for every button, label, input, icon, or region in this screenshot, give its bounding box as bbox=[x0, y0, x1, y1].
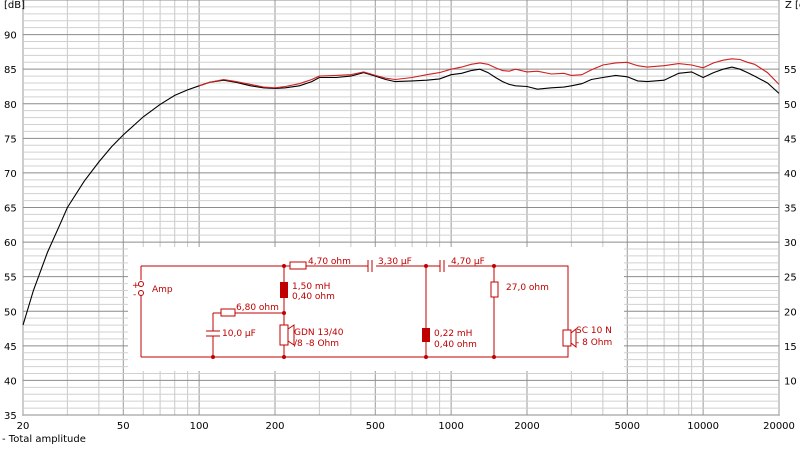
y2-tick-label: 20 bbox=[784, 307, 797, 318]
y-tick-label: 40 bbox=[4, 376, 17, 387]
y2-tick-label: 55 bbox=[784, 65, 797, 76]
label-minus: - bbox=[133, 290, 136, 300]
y-tick-label: 80 bbox=[4, 100, 17, 111]
y-tick-label: 65 bbox=[4, 204, 17, 215]
y-tick-label: 85 bbox=[4, 65, 17, 76]
x-tick-label: 500 bbox=[366, 421, 385, 432]
legend-entry: - Total amplitude bbox=[2, 434, 86, 445]
x-tick-label: 10000 bbox=[687, 421, 719, 432]
y-tick-label: 60 bbox=[4, 238, 17, 249]
y2-tick-label: 40 bbox=[784, 169, 797, 180]
schematic-wires bbox=[140, 260, 577, 358]
y-tick-label: 35 bbox=[4, 411, 17, 422]
y-axis-label-right: Z [o bbox=[785, 0, 800, 11]
legend-label: Total amplitude bbox=[8, 434, 86, 445]
y2-tick-label: 10 bbox=[784, 376, 797, 387]
axes: [dB] Z [o 20 50 100 200 500 1000 2000 5000 10000… bbox=[4, 0, 800, 432]
y-tick-label: 50 bbox=[4, 307, 17, 318]
label-tweeter-model: SC 10 N bbox=[576, 326, 612, 336]
series-group bbox=[22, 58, 780, 326]
label-amp: Amp bbox=[152, 285, 173, 295]
crossover-schematic: + - Amp 4,70 ohm 3,30 µF 4,70 µF 1,50 mH… bbox=[128, 247, 624, 371]
label-r3: 27,0 ohm bbox=[506, 283, 549, 293]
x-tick-label: 5000 bbox=[615, 421, 640, 432]
terminal-minus bbox=[138, 290, 144, 296]
x-tick-label: 2000 bbox=[514, 421, 539, 432]
y-axis-label-left: [dB] bbox=[4, 0, 25, 11]
label-l1-res: 0,40 ohm bbox=[292, 292, 335, 302]
schematic-marks bbox=[211, 264, 496, 359]
y-tick-label: 75 bbox=[4, 134, 17, 145]
y2-tick-label: 25 bbox=[784, 273, 797, 284]
terminal-plus bbox=[138, 281, 144, 287]
label-l1-value: 1,50 mH bbox=[292, 282, 330, 292]
label-c3: 10,0 µF bbox=[222, 329, 256, 339]
y2-tick-label: 50 bbox=[784, 100, 797, 111]
label-tweeter-imp: - 8 Ohm bbox=[576, 338, 612, 348]
y2-tick-label: 15 bbox=[784, 342, 797, 353]
y-tick-label: 90 bbox=[4, 31, 17, 42]
x-tick-label: 200 bbox=[265, 421, 284, 432]
x-tick-label: 20 bbox=[17, 421, 30, 432]
x-tick-label: 100 bbox=[190, 421, 209, 432]
x-tick-label: 1000 bbox=[438, 421, 463, 432]
label-c2: 4,70 µF bbox=[451, 257, 485, 267]
legend: - Total amplitude bbox=[2, 434, 86, 445]
label-r1: 4,70 ohm bbox=[308, 257, 351, 267]
label-r2: 6,80 ohm bbox=[236, 303, 279, 313]
series-line-red bbox=[198, 58, 780, 89]
y2-tick-label: 45 bbox=[784, 134, 797, 145]
label-woofer-model: GDN 13/40 bbox=[294, 328, 344, 338]
label-woofer-imp: /8 -8 Ohm bbox=[294, 339, 339, 349]
label-c1: 3,30 µF bbox=[378, 257, 412, 267]
y2-tick-label: 35 bbox=[784, 204, 797, 215]
y2-tick-label: 30 bbox=[784, 238, 797, 249]
x-tick-label: 20000 bbox=[763, 421, 795, 432]
schematic-panel bbox=[128, 247, 624, 371]
label-l2-value: 0,22 mH bbox=[434, 329, 472, 339]
y-tick-label: 55 bbox=[4, 273, 17, 284]
label-l2-res: 0,40 ohm bbox=[434, 340, 477, 350]
y-tick-label: 70 bbox=[4, 169, 17, 180]
x-tick-label: 50 bbox=[117, 421, 130, 432]
y-tick-label: 45 bbox=[4, 342, 17, 353]
series-line-total-amplitude bbox=[22, 66, 780, 326]
label-plus: + bbox=[132, 281, 140, 291]
